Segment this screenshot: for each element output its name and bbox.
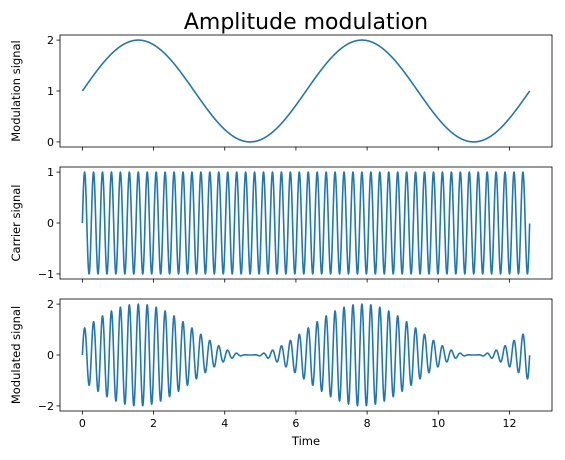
y-tick-label-1-1: 1 — [47, 85, 54, 98]
series-line-3-1 — [81, 303, 531, 407]
x-tick-label-12: 12 — [502, 417, 516, 430]
series-line-1-1 — [81, 39, 531, 143]
y-tick-label-3-2: 2 — [47, 298, 54, 311]
subplot-3: −2 0 2 0 2 4 6 8 10 12 Modulated signal — [9, 298, 553, 430]
x-tick-label-10: 10 — [431, 417, 445, 430]
subplot-1: 0 1 2 Modulation signal — [9, 34, 553, 151]
x-tick-label-8: 8 — [364, 417, 371, 430]
y-tick-label-1-0: 0 — [47, 136, 54, 149]
x-tick-label-2: 2 — [150, 417, 157, 430]
y-tick-label-2-1: 1 — [47, 166, 54, 179]
y-tick-label-2--1: −1 — [38, 268, 54, 281]
y-axis-label-3: Modulated signal — [9, 306, 23, 404]
series-line-2-1 — [81, 171, 531, 275]
x-tick-label-6: 6 — [292, 417, 299, 430]
subplot-2: −1 0 1 Carrier signal — [9, 166, 553, 283]
chart-title: Amplitude modulation — [184, 10, 428, 35]
y-tick-label-3--2: −2 — [38, 400, 54, 413]
x-axis-label: Time — [291, 434, 320, 448]
y-axis-label-1: Modulation signal — [9, 40, 23, 142]
y-tick-label-1-2: 2 — [47, 34, 54, 47]
y-tick-label-2-0: 0 — [47, 217, 54, 230]
x-tick-label-4: 4 — [221, 417, 228, 430]
y-axis-label-2: Carrier signal — [9, 184, 23, 261]
y-tick-label-3-0: 0 — [47, 349, 54, 362]
x-tick-label-0: 0 — [79, 417, 86, 430]
